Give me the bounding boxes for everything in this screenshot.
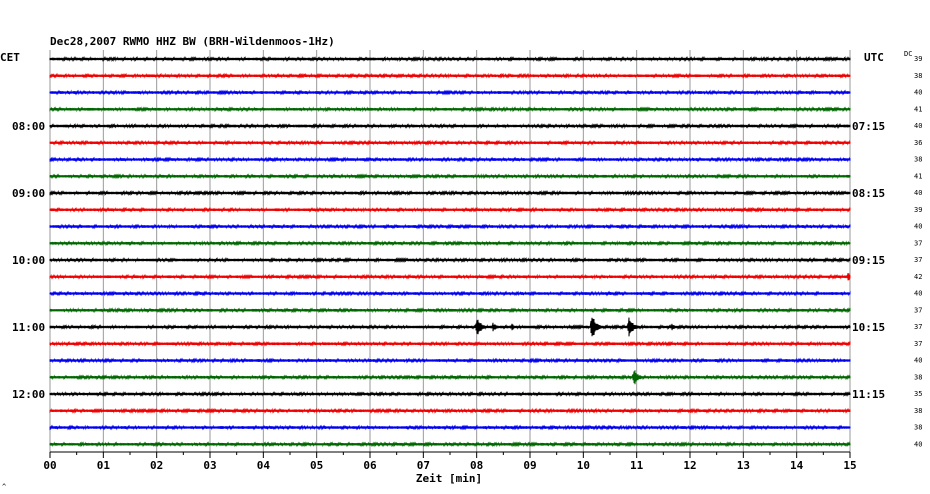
trace-row-5 — [49, 139, 851, 146]
trace-row-13 — [49, 273, 851, 281]
utc-time-label: 11:15 — [852, 388, 885, 401]
x-tick-label: 11 — [630, 459, 644, 472]
utc-time-label: 08:15 — [852, 187, 885, 200]
trace-row-23 — [49, 441, 851, 448]
cet-time-label: 09:00 — [12, 187, 45, 200]
x-tick-label: 08 — [470, 459, 483, 472]
x-tick-label: 06 — [363, 459, 377, 472]
trace-row-9 — [49, 206, 851, 213]
x-tick-label: 01 — [97, 459, 111, 472]
trace-row-20 — [49, 390, 851, 398]
trace-row-0 — [49, 55, 851, 63]
dc-offset-label: 40 — [914, 122, 922, 130]
dc-offset-label: 39 — [914, 206, 922, 214]
trace-row-2 — [49, 89, 851, 96]
x-tick-label: 15 — [843, 459, 856, 472]
dc-offset-label: 41 — [914, 105, 922, 113]
x-tick-label: 00 — [43, 459, 56, 472]
dc-offset-label: 38 — [914, 373, 922, 381]
dc-offset-label: 38 — [914, 72, 922, 80]
utc-header: UTC — [864, 51, 884, 64]
dc-offset-label: 40 — [914, 223, 922, 231]
dc-offset-label: 35 — [914, 390, 922, 398]
cet-time-label: 12:00 — [12, 388, 45, 401]
trace-row-7 — [49, 173, 851, 180]
utc-time-label: 09:15 — [852, 254, 885, 267]
dc-offset-label: 37 — [914, 323, 922, 331]
trace-row-10 — [49, 223, 851, 230]
x-tick-label: 05 — [310, 459, 323, 472]
trace-row-4 — [49, 122, 851, 130]
trace-row-3 — [49, 106, 851, 113]
utc-time-label: 07:15 — [852, 120, 885, 133]
dc-header: DC — [904, 50, 912, 58]
trace-row-12 — [49, 256, 851, 264]
x-tick-label: 07 — [417, 459, 430, 472]
dc-offset-label: 38 — [914, 407, 922, 415]
cet-time-label: 11:00 — [12, 321, 45, 334]
dc-offset-label: 39 — [914, 55, 922, 63]
dc-offset-label: 37 — [914, 340, 922, 348]
dc-offset-label: 42 — [914, 273, 922, 281]
trace-row-6 — [49, 156, 851, 163]
trace-row-16 — [49, 317, 851, 337]
x-tick-label: 12 — [683, 459, 696, 472]
dc-offset-label: 40 — [914, 357, 922, 365]
x-tick-label: 10 — [577, 459, 590, 472]
x-tick-label: 14 — [790, 459, 804, 472]
dc-offset-label: 38 — [914, 156, 922, 164]
trace-row-11 — [49, 240, 851, 247]
trace-row-8 — [49, 189, 851, 197]
trace-row-1 — [49, 72, 851, 79]
dc-offset-label: 40 — [914, 89, 922, 97]
x-tick-label: 09 — [523, 459, 536, 472]
trace-row-17 — [49, 340, 851, 347]
x-tick-label: 03 — [203, 459, 216, 472]
dc-offset-label: 37 — [914, 256, 922, 264]
dc-offset-label: 37 — [914, 239, 922, 247]
time-labels: 08:00 09:00 10:00 11:00 12:00 07:15 08:15 09:15… — [12, 55, 922, 448]
x-tick-label: 04 — [257, 459, 271, 472]
trace-row-15 — [49, 307, 851, 314]
utc-time-label: 10:15 — [852, 321, 885, 334]
trace-row-18 — [49, 357, 851, 364]
dc-offset-label: 40 — [914, 189, 922, 197]
trace-row-14 — [49, 290, 851, 297]
x-axis-label: Zeit [min] — [416, 472, 482, 485]
cet-time-label: 10:00 — [12, 254, 45, 267]
dc-offset-label: 41 — [914, 172, 922, 180]
trace-row-22 — [49, 424, 851, 431]
cet-header: CET — [0, 51, 20, 64]
dc-offset-label: 40 — [914, 290, 922, 298]
x-tick-label: 02 — [150, 459, 163, 472]
cet-time-label: 08:00 — [12, 120, 45, 133]
dc-offset-label: 38 — [914, 424, 922, 432]
x-axis: 00 01 02 03 04 05 06 07 08 09 10 11 12 13 14 15 — [43, 452, 857, 472]
x-tick-label: 13 — [737, 459, 750, 472]
trace-row-19 — [49, 370, 851, 385]
chart-title: Dec28,2007 RWMO HHZ BW (BRH-Wildenmoos-1… — [50, 35, 335, 48]
dc-offset-label: 36 — [914, 139, 922, 147]
traces — [49, 55, 851, 448]
corner-mark: ^ — [2, 483, 6, 491]
trace-row-21 — [49, 407, 851, 414]
dc-offset-label: 37 — [914, 306, 922, 314]
dc-offset-label: 40 — [914, 440, 922, 448]
